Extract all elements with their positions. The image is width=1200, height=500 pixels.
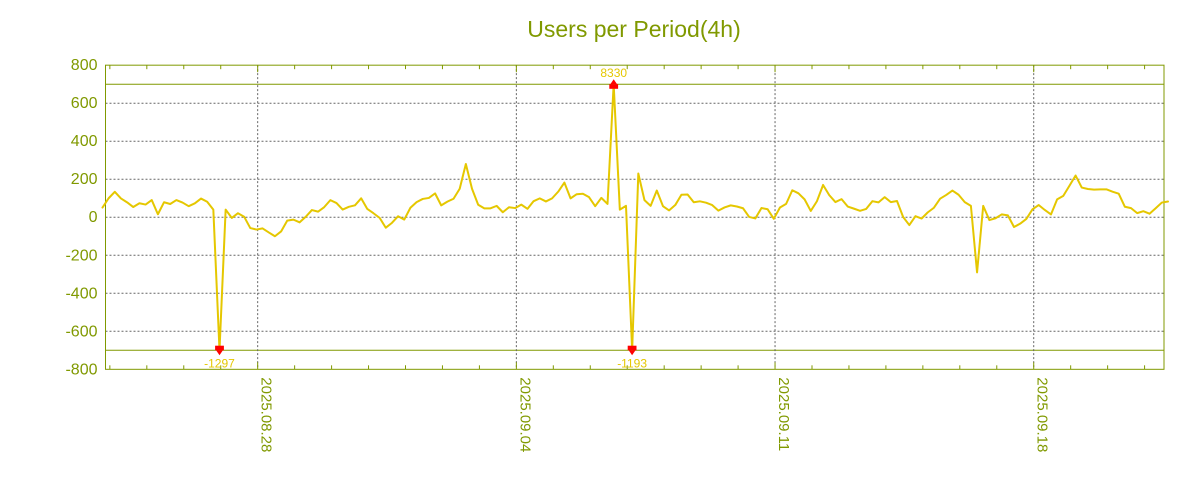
svg-text:2025.09.11: 2025.09.11 <box>775 377 792 451</box>
svg-text:400: 400 <box>71 133 98 150</box>
svg-text:2025.09.04: 2025.09.04 <box>516 377 533 452</box>
svg-text:800: 800 <box>71 57 98 74</box>
svg-text:-200: -200 <box>65 247 97 264</box>
svg-text:8330: 8330 <box>600 66 627 80</box>
svg-text:2025.09.18: 2025.09.18 <box>1034 377 1051 452</box>
svg-text:-1193: -1193 <box>617 356 647 370</box>
svg-text:Users per Period(4h): Users per Period(4h) <box>527 16 740 42</box>
svg-text:200: 200 <box>71 171 98 188</box>
svg-text:0: 0 <box>89 209 98 226</box>
svg-text:-600: -600 <box>65 323 97 340</box>
svg-text:2025.08.28: 2025.08.28 <box>258 377 275 452</box>
svg-text:-800: -800 <box>65 361 97 378</box>
svg-text:-1297: -1297 <box>204 356 235 370</box>
svg-text:-400: -400 <box>65 285 97 302</box>
svg-text:600: 600 <box>71 95 98 112</box>
